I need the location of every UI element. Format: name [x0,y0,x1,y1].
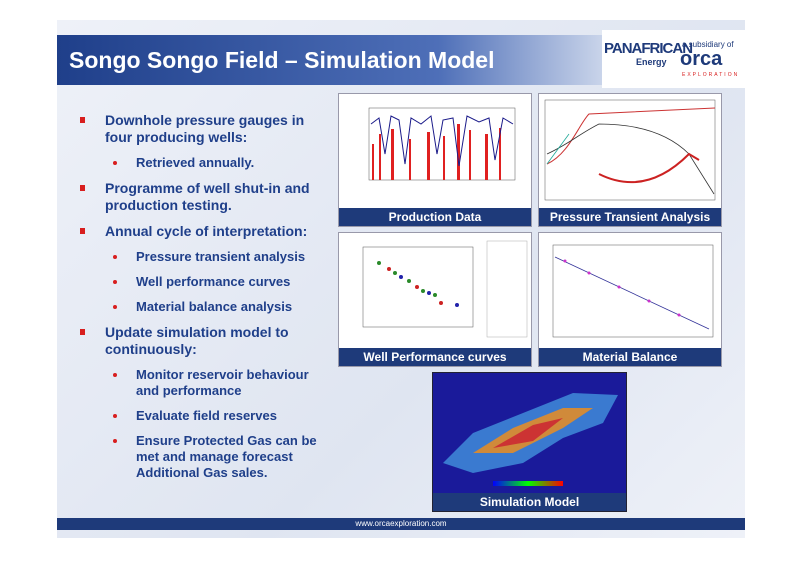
figure-image [433,373,626,493]
figure-image [544,99,716,201]
figure: Pressure Transient Analysis [538,93,722,227]
parent-logo-sub: EXPLORATION [682,72,740,78]
figure-caption: Well Performance curves [339,348,531,366]
logo: PANAFRICAN Energy a subsidiary of orca E… [602,30,745,88]
sub-bullet: Evaluate field reserves [80,408,332,424]
bullet: Annual cycle of interpretation: [80,223,332,240]
parent-logo: orca [680,48,723,70]
bullet-list: Downhole pressure gauges in four produci… [80,112,332,490]
sub-bullet: Monitor reservoir behaviour and performa… [80,367,332,399]
figure: Well Performance curves [338,232,532,367]
bullet: Programme of well shut-in and production… [80,180,332,214]
logo-brand-sub: Energy [636,57,667,67]
figure-caption: Pressure Transient Analysis [539,208,721,226]
sub-bullet: Retrieved annually. [80,155,332,171]
sub-bullet: Well performance curves [80,274,332,290]
figure-image [362,240,528,338]
logo-brand: PANAFRICAN [604,40,693,57]
figure-image [368,107,516,181]
sub-bullet: Pressure transient analysis [80,249,332,265]
subsidiary-text: a subsidiary of [682,40,734,49]
bullet: Update simulation model to continuously: [80,324,332,358]
footer-url: www.orcaexploration.com [355,519,447,528]
figure-caption: Production Data [339,208,531,226]
figure-image [552,244,714,338]
header-bar: Songo Songo Field – Simulation Model [57,35,602,85]
figure: Simulation Model [432,372,627,512]
figure-caption: Simulation Model [433,493,626,511]
figure-caption: Material Balance [539,348,721,366]
sub-bullet: Material balance analysis [80,299,332,315]
slide-title: Songo Songo Field – Simulation Model [69,47,495,73]
figure: Production Data [338,93,532,227]
footer: www.orcaexploration.com [57,518,745,530]
figure: Material Balance [538,232,722,367]
bullet: Downhole pressure gauges in four produci… [80,112,332,146]
sub-bullet: Ensure Protected Gas can be met and mana… [80,433,332,481]
